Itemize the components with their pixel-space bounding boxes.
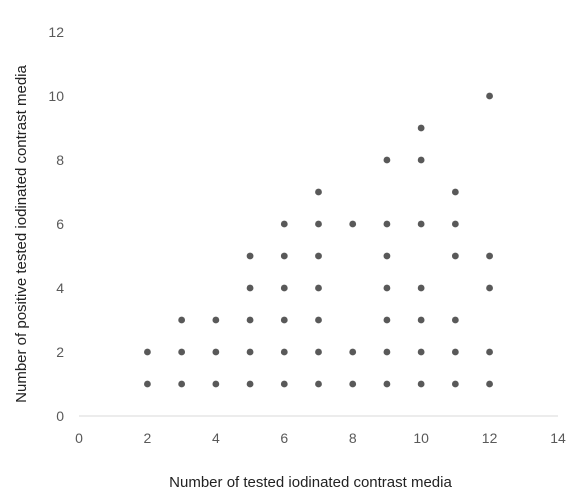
data-point: [315, 380, 322, 388]
y-tick-label: 8: [56, 152, 64, 168]
data-point: [212, 316, 220, 324]
data-point: [486, 284, 493, 292]
data-point: [349, 348, 357, 356]
data-point: [144, 348, 151, 356]
data-point: [280, 348, 288, 356]
data-point: [212, 380, 220, 388]
data-point: [315, 188, 322, 196]
data-point: [383, 316, 391, 324]
data-point: [280, 252, 288, 260]
data-point: [246, 380, 254, 388]
data-point: [315, 252, 322, 260]
data-point: [383, 284, 391, 292]
data-point: [144, 380, 151, 388]
data-point: [315, 220, 322, 228]
data-point: [246, 252, 254, 260]
data-point: [246, 316, 254, 324]
data-point: [417, 220, 425, 228]
data-point: [315, 284, 322, 292]
x-tick-label: 12: [482, 430, 498, 446]
data-point: [349, 220, 357, 228]
data-point: [451, 252, 459, 260]
data-point: [417, 348, 425, 356]
data-point: [451, 348, 459, 356]
data-point: [280, 284, 288, 292]
x-axis-tick-labels: 0 2 4 6 8 10 12 14: [75, 430, 566, 446]
y-tick-label: 12: [48, 24, 64, 40]
data-point: [315, 348, 322, 356]
data-point: [417, 380, 425, 388]
x-tick-label: 6: [280, 430, 288, 446]
data-point: [417, 284, 425, 292]
data-point: [246, 348, 254, 356]
y-axis-title: Number of positive tested iodinated cont…: [13, 65, 30, 403]
data-points: [144, 92, 493, 388]
data-point: [178, 380, 186, 388]
data-point: [178, 348, 186, 356]
data-point: [486, 252, 493, 260]
y-tick-label: 4: [56, 280, 64, 296]
x-tick-label: 2: [144, 430, 152, 446]
data-point: [451, 220, 459, 228]
data-point: [451, 188, 459, 196]
data-point: [486, 92, 493, 100]
data-point: [417, 156, 425, 164]
data-point: [486, 348, 493, 356]
data-point: [417, 124, 425, 132]
y-tick-label: 0: [56, 408, 64, 424]
data-point: [383, 220, 391, 228]
data-point: [280, 380, 288, 388]
x-tick-label: 14: [550, 430, 566, 446]
x-tick-label: 4: [212, 430, 220, 446]
data-point: [451, 316, 459, 324]
data-point: [451, 380, 459, 388]
x-tick-label: 0: [75, 430, 83, 446]
data-point: [280, 220, 288, 228]
data-point: [315, 316, 322, 324]
data-point: [417, 316, 425, 324]
data-point: [280, 316, 288, 324]
y-axis-tick-labels: 0 2 4 6 8 10 12: [48, 24, 64, 424]
y-tick-label: 2: [56, 344, 64, 360]
x-tick-label: 8: [349, 430, 357, 446]
data-point: [383, 156, 391, 164]
data-point: [383, 380, 391, 388]
x-axis-title: Number of tested iodinated contrast medi…: [169, 474, 452, 491]
data-point: [383, 348, 391, 356]
data-point: [486, 380, 493, 388]
data-point: [349, 380, 357, 388]
x-tick-label: 10: [413, 430, 429, 446]
y-tick-label: 10: [48, 88, 64, 104]
y-tick-label: 6: [56, 216, 64, 232]
data-point: [212, 348, 220, 356]
data-point: [246, 284, 254, 292]
data-point: [383, 252, 391, 260]
data-point: [178, 316, 186, 324]
